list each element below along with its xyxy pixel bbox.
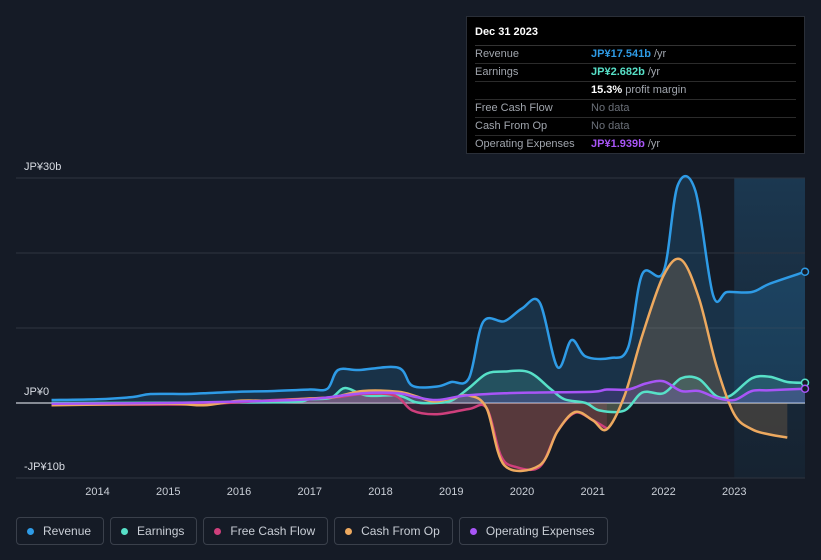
tooltip-unit: /yr	[653, 48, 667, 60]
x-axis-labels: 2014 2015 2016 2017 2018 2019 2020 2021 2022 2023	[85, 486, 746, 498]
legend-dot-icon	[121, 527, 129, 535]
revenue-line	[51, 174, 806, 402]
legend-label: Free Cash Flow	[230, 524, 316, 538]
legend-label: Earnings	[137, 524, 185, 538]
tooltip-unit: profit margin	[625, 84, 687, 96]
revenue-area	[51, 176, 806, 403]
legend-dot-icon	[27, 527, 34, 535]
x-tick-label: 2019	[439, 486, 463, 498]
tooltip-row-earnings: Earnings JP¥2.682b/yr	[475, 64, 796, 82]
y-tick-label-bottom: -JP¥10b	[24, 461, 65, 473]
series-lines	[51, 174, 806, 473]
y-axis-labels: JP¥30b JP¥0 -JP¥10b	[24, 161, 65, 473]
legend-item-operating-expenses[interactable]: Operating Expenses	[458, 517, 608, 545]
tooltip-value: 15.3%	[591, 84, 623, 96]
tooltip-row-revenue: Revenue JP¥17.541b/yr	[475, 46, 796, 64]
x-tick-label: 2017	[298, 486, 322, 498]
tooltip-row-profit-margin: 15.3% profit margin	[475, 82, 796, 100]
series-endpoints	[800, 267, 810, 393]
legend-item-revenue[interactable]: Revenue	[16, 517, 105, 545]
legend-label: Operating Expenses	[485, 524, 595, 538]
tooltip-row-cash-from-op: Cash From Op No data	[475, 118, 796, 136]
free-cash-flow-area	[51, 393, 607, 470]
legend-item-cash-from-op[interactable]: Cash From Op	[334, 517, 453, 545]
tooltip-label: Cash From Op	[475, 120, 548, 132]
legend-label: Cash From Op	[361, 524, 440, 538]
x-tick-label: 2021	[581, 486, 605, 498]
tooltip-value: No data	[591, 102, 630, 114]
y-tick-label-top: JP¥30b	[24, 161, 61, 173]
legend-dot-icon	[214, 527, 222, 535]
x-tick-label: 2023	[722, 486, 746, 498]
operating-expenses-endpoint	[800, 384, 810, 393]
legend: Revenue Earnings Free Cash Flow Cash From O…	[16, 517, 608, 545]
tooltip-label: Earnings	[475, 66, 519, 78]
legend-dot-icon	[469, 527, 477, 535]
legend-item-earnings[interactable]: Earnings	[110, 517, 198, 545]
tooltip-label: Operating Expenses	[475, 138, 575, 150]
tooltip-row-free-cash-flow: Free Cash Flow No data	[475, 100, 796, 118]
legend-dot-icon	[345, 527, 353, 535]
tooltip-date: Dec 31 2023	[475, 25, 796, 46]
y-tick-label-zero: JP¥0	[24, 386, 49, 398]
x-tick-label: 2020	[510, 486, 534, 498]
cash-from-op-area	[51, 258, 788, 472]
x-tick-label: 2018	[368, 486, 392, 498]
tooltip-panel: Dec 31 2023 Revenue JP¥17.541b/yr Earnings…	[466, 16, 805, 154]
tooltip-value: No data	[591, 120, 630, 132]
operating-expenses-line	[51, 379, 806, 405]
tooltip-unit: /yr	[647, 138, 661, 150]
series-areas	[51, 176, 806, 472]
x-tick-label: 2015	[156, 486, 180, 498]
tooltip-label: Free Cash Flow	[475, 102, 553, 114]
x-tick-label: 2022	[651, 486, 675, 498]
tooltip-value: JP¥17.541b	[591, 48, 651, 60]
tooltip-value: JP¥1.939b	[591, 138, 645, 150]
x-tick-label: 2014	[85, 486, 109, 498]
tooltip-label: Revenue	[475, 48, 520, 60]
tooltip-row-operating-expenses: Operating Expenses JP¥1.939b/yr	[475, 136, 796, 153]
x-tick-label: 2016	[227, 486, 251, 498]
tooltip-value: JP¥2.682b	[591, 66, 645, 78]
tooltip-unit: /yr	[647, 66, 661, 78]
legend-item-free-cash-flow[interactable]: Free Cash Flow	[203, 517, 329, 545]
revenue-endpoint	[800, 267, 810, 276]
operating-expenses-area	[51, 380, 806, 404]
tooltip-label	[475, 82, 591, 99]
legend-label: Revenue	[43, 524, 92, 538]
